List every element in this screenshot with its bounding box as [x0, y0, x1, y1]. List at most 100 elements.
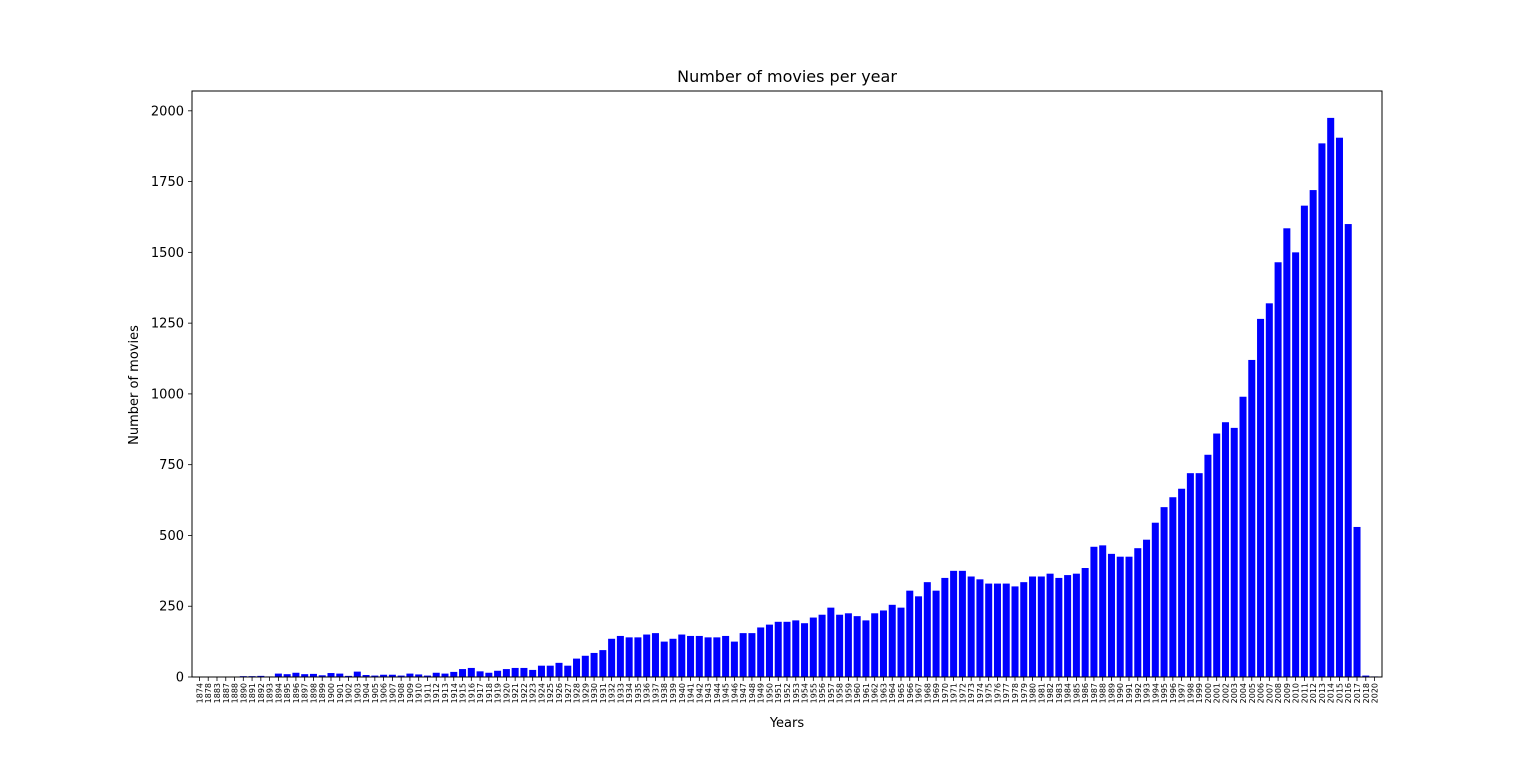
bar-1963 [879, 610, 887, 677]
bar-1950 [765, 624, 773, 677]
bar-1956 [818, 614, 826, 677]
bar-1982 [1046, 573, 1054, 677]
x-tick-label: 1946 [730, 683, 739, 703]
bar-1979 [1020, 582, 1028, 677]
bar-1936 [643, 634, 651, 677]
bar-1898 [309, 673, 317, 677]
x-tick-label: 1932 [608, 683, 617, 703]
x-tick-label: 1958 [836, 683, 845, 703]
x-tick-label: 1893 [266, 683, 275, 703]
x-tick-label: 2016 [1344, 683, 1353, 703]
bar-1903 [353, 671, 361, 677]
x-tick-label: 2010 [1292, 683, 1301, 703]
bar-1897 [301, 674, 309, 677]
bar-1997 [1178, 488, 1186, 677]
x-tick-label: 1939 [669, 683, 678, 703]
bar-2013 [1318, 143, 1326, 677]
bar-1952 [783, 621, 791, 677]
x-tick-label: 1883 [213, 683, 222, 703]
x-tick-label: 1951 [774, 683, 783, 703]
bar-1964 [888, 604, 896, 677]
bar-1937 [651, 633, 659, 677]
x-tick-label: 1905 [371, 683, 380, 703]
x-tick-label: 1986 [1081, 683, 1090, 703]
x-tick-label: 1975 [985, 683, 994, 703]
y-axis-label: Number of movies [127, 325, 142, 445]
y-tick-label: 750 [159, 458, 184, 473]
x-tick-label: 1908 [397, 683, 406, 703]
x-tick-label: 1957 [827, 683, 836, 703]
bar-2012 [1309, 190, 1317, 677]
bar-1974 [976, 579, 984, 677]
bar-1980 [1029, 576, 1037, 677]
x-tick-label: 1923 [529, 683, 538, 703]
x-tick-label: 1979 [1020, 683, 1029, 703]
x-tick-label: 1992 [1134, 683, 1143, 703]
y-tick-label: 1250 [151, 317, 184, 332]
bar-1986 [1081, 568, 1089, 677]
x-tick-label: 1943 [704, 683, 713, 703]
bar-1959 [844, 613, 852, 677]
bar-1894 [274, 673, 282, 677]
x-tick-label: 1911 [423, 683, 432, 703]
bar-1990 [1116, 556, 1124, 677]
x-tick-label: 2018 [1362, 683, 1371, 703]
bar-1991 [1125, 556, 1133, 677]
x-tick-label: 1917 [476, 683, 485, 703]
bar-1905 [371, 675, 379, 677]
bar-1908 [397, 675, 405, 677]
x-tick-label: 1896 [292, 683, 301, 703]
x-tick-label: 1933 [616, 683, 625, 703]
bar-1907 [388, 674, 396, 677]
bar-2014 [1327, 117, 1335, 677]
x-tick-label: 1980 [1029, 683, 1038, 703]
bar-1895 [283, 674, 291, 677]
x-tick-label: 1947 [739, 683, 748, 703]
bar-1976 [993, 583, 1001, 677]
bar-1954 [801, 623, 809, 677]
bar-1933 [616, 635, 624, 677]
bar-1942 [695, 635, 703, 677]
x-tick-label: 1964 [888, 683, 897, 703]
x-tick-label: 1935 [634, 683, 643, 703]
x-tick-label: 1919 [494, 683, 503, 703]
x-tick-label: 1906 [380, 683, 389, 703]
x-tick-label: 1999 [1195, 683, 1204, 703]
x-tick-label: 1890 [239, 683, 248, 703]
bar-1947 [739, 633, 747, 677]
x-tick-label: 1968 [923, 683, 932, 703]
x-tick-label: 1894 [274, 683, 283, 703]
x-tick-label: 1982 [1046, 683, 1055, 703]
x-tick-label: 1925 [546, 683, 555, 703]
x-tick-label: 1965 [897, 683, 906, 703]
bar-1999 [1195, 473, 1203, 677]
x-tick-label: 1930 [590, 683, 599, 703]
x-tick-label: 1942 [695, 683, 704, 703]
x-tick-label: 1962 [871, 683, 880, 703]
x-tick-label: 1966 [906, 683, 915, 703]
x-tick-label: 1974 [976, 683, 985, 703]
x-tick-label: 1901 [336, 683, 345, 703]
x-tick-label: 1915 [459, 683, 468, 703]
bar-1935 [634, 637, 642, 677]
x-tick-label: 1929 [581, 683, 590, 703]
bar-1896 [292, 672, 300, 677]
bar-1977 [1002, 583, 1010, 677]
bar-1970 [941, 577, 949, 677]
x-tick-label: 1978 [1011, 683, 1020, 703]
bar-1996 [1169, 497, 1177, 677]
bar-1913 [441, 673, 449, 677]
bar-2009 [1283, 228, 1291, 678]
y-tick-label: 500 [159, 529, 184, 544]
bar-1926 [555, 662, 563, 677]
bar-1930 [590, 652, 598, 677]
x-tick-label: 1950 [765, 683, 774, 703]
bar-1923 [529, 669, 537, 677]
x-tick-label: 1910 [415, 683, 424, 703]
bar-1915 [459, 669, 467, 677]
bar-1955 [809, 617, 817, 677]
x-tick-label: 1891 [248, 683, 257, 703]
bar-1925 [546, 665, 554, 677]
x-tick-label: 1888 [231, 683, 240, 703]
